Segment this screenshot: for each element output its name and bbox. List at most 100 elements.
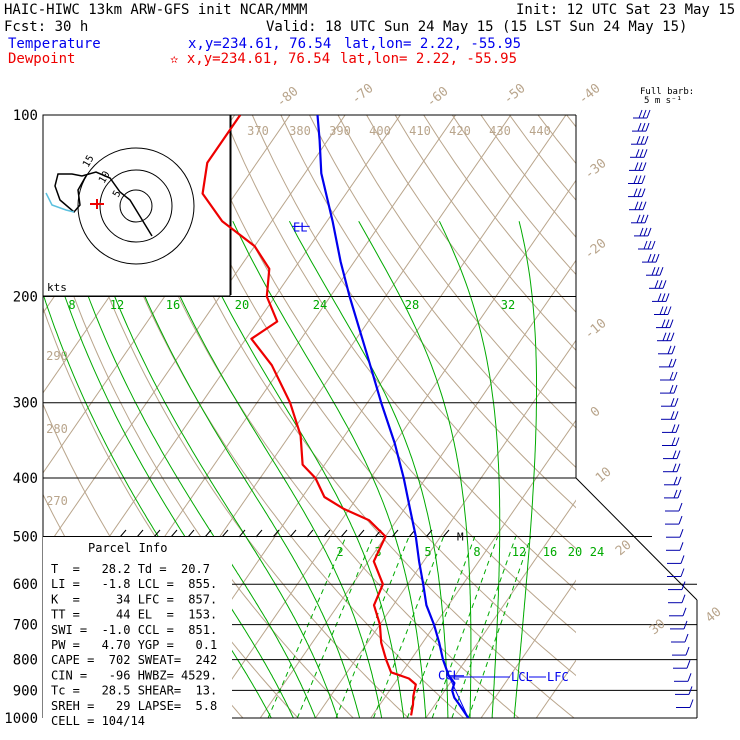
wind-barb-flag bbox=[643, 240, 648, 250]
pressure-tick-label: 100 bbox=[13, 108, 38, 124]
theta-label: 290 bbox=[46, 349, 68, 363]
wind-barb-flag bbox=[677, 489, 682, 499]
wind-barb-flag bbox=[639, 227, 644, 237]
mixing-ratio-lines bbox=[267, 536, 532, 718]
sounding-series bbox=[201, 115, 470, 718]
moist-adiabat-line bbox=[114, 221, 361, 718]
isotherm-label: -10 bbox=[582, 316, 610, 343]
wind-barb-flag bbox=[675, 437, 680, 446]
wind-barb-flag bbox=[659, 306, 664, 315]
mixing-ratio-label: 12 bbox=[512, 545, 526, 559]
wind-barb-flag bbox=[637, 175, 642, 184]
wind-barb-flag bbox=[669, 384, 674, 394]
wind-barb-flag bbox=[655, 267, 660, 276]
temp-xy: x,y=234.61, 76.54 bbox=[188, 36, 331, 52]
dry-adiabat-line bbox=[194, 115, 576, 634]
hodograph-units: kts bbox=[47, 281, 67, 294]
mixing-ratio-line bbox=[335, 536, 410, 718]
mixing-ratio-label: 16 bbox=[543, 545, 557, 559]
theta-label: 370 bbox=[247, 124, 269, 138]
isotherm-label: -70 bbox=[349, 81, 377, 108]
moist-adiabat-line bbox=[232, 220, 427, 718]
ccl-label: CCL bbox=[438, 669, 460, 683]
moist-adiabat-line bbox=[62, 221, 316, 718]
wind-barb-flag bbox=[675, 424, 680, 433]
theta-label: 400 bbox=[369, 124, 391, 138]
parcel-info-row: T = 28.2 Td = 20.7 bbox=[51, 562, 210, 576]
model-title: HAIC-HIWC 13km ARW-GFS init NCAR/MMM bbox=[4, 2, 307, 18]
freezing-hatch bbox=[170, 529, 178, 538]
isotherm-label: -60 bbox=[424, 84, 452, 111]
theta-label: 390 bbox=[329, 124, 351, 138]
moist-adiabat-line bbox=[513, 221, 537, 718]
parcel-info-row: SWI = -1.0 CCL = 851. bbox=[51, 623, 217, 637]
isotherm-label: -50 bbox=[501, 81, 529, 108]
wind-barb-flag bbox=[679, 542, 684, 551]
moist-adiabat-line bbox=[288, 220, 449, 718]
wind-barb-flag bbox=[655, 253, 660, 263]
wind-barb-flag bbox=[680, 555, 685, 564]
wind-barb-flag bbox=[647, 227, 652, 237]
wind-barb-flag bbox=[682, 607, 687, 616]
wind-barb-flag bbox=[684, 633, 689, 643]
pressure-tick-label: 700 bbox=[13, 618, 38, 634]
freezing-hatch bbox=[153, 529, 161, 538]
legend-dewpoint: Dewpoint bbox=[8, 51, 75, 67]
parcel-info-row: PW = 4.70 YGP = 0.1 bbox=[51, 638, 217, 652]
dry-adiabat-line bbox=[566, 115, 576, 128]
wind-barb-flag bbox=[651, 267, 656, 276]
dewpoint-line bbox=[201, 115, 417, 716]
mixing-ratio-line bbox=[467, 536, 532, 718]
wind-barb-flag bbox=[654, 280, 659, 289]
wind-barb-flag bbox=[642, 109, 647, 119]
dry-adiabat-line bbox=[51, 115, 410, 718]
wind-barb-flag bbox=[679, 529, 684, 538]
wind-barb-flag bbox=[639, 149, 644, 158]
dry-adiabat-line bbox=[223, 115, 576, 591]
wind-barb-flag bbox=[685, 646, 690, 656]
wind-barb-flag bbox=[674, 411, 679, 420]
wind-barb-flag bbox=[677, 476, 682, 485]
moist-adiabat-label: 16 bbox=[166, 298, 180, 312]
parcel-info-row: K = 34 LFC = 857. bbox=[51, 592, 217, 606]
wind-barb-flag bbox=[689, 699, 694, 708]
pressure-tick-label: 300 bbox=[13, 396, 38, 412]
freezing-hatch bbox=[391, 529, 399, 538]
isotherm-line bbox=[535, 659, 576, 718]
pressure-tick-label: 200 bbox=[13, 290, 38, 306]
mixing-ratio-label: 20 bbox=[568, 545, 582, 559]
parcel-info-row: SREH = 29 LAPSE= 5.8 bbox=[51, 699, 217, 713]
wind-barb-flag bbox=[680, 568, 685, 577]
theta-label: 270 bbox=[46, 494, 68, 508]
wind-barb-flag bbox=[678, 515, 683, 525]
wind-barb-flag bbox=[651, 240, 656, 250]
wind-barb-flag bbox=[667, 306, 672, 315]
mixing-ratio-label: 24 bbox=[590, 545, 604, 559]
pressure-tick-label: 500 bbox=[13, 529, 38, 545]
moist-adiabat-line bbox=[438, 220, 501, 718]
wind-barb-flag bbox=[637, 188, 642, 197]
temp-latlon: lat,lon= 2.22, -55.95 bbox=[344, 36, 521, 52]
parcel-info-box: Parcel Info T = 28.2 Td = 20.7LI = -1.8 … bbox=[43, 537, 232, 728]
dry-adiabat-line bbox=[595, 115, 740, 731]
mixing-ratio-line bbox=[267, 536, 347, 718]
wind-barb-flag bbox=[669, 371, 674, 381]
wind-barbs bbox=[628, 109, 694, 708]
wind-barb-flag bbox=[633, 175, 638, 184]
theta-label: 440 bbox=[529, 124, 551, 138]
dry-adiabat-line bbox=[480, 115, 576, 238]
wind-barb-flag bbox=[637, 122, 642, 132]
m-label: M bbox=[457, 530, 464, 543]
wind-barb-flag bbox=[670, 411, 675, 420]
parcel-info-row: CAPE = 702 SWEAT= 242 bbox=[51, 653, 217, 667]
forecast-hour: Fcst: 30 h bbox=[4, 19, 88, 35]
theta-label: 430 bbox=[489, 124, 511, 138]
pressure-tick-label: 600 bbox=[13, 577, 38, 593]
mixing-ratio-label: 5 bbox=[424, 545, 431, 559]
hodograph-ring bbox=[119, 189, 153, 223]
moist-adiabat-line bbox=[147, 221, 383, 718]
freezing-hatch bbox=[272, 529, 280, 538]
isotherm-label: 0 bbox=[588, 404, 604, 421]
dry-adiabat-line bbox=[80, 115, 465, 718]
